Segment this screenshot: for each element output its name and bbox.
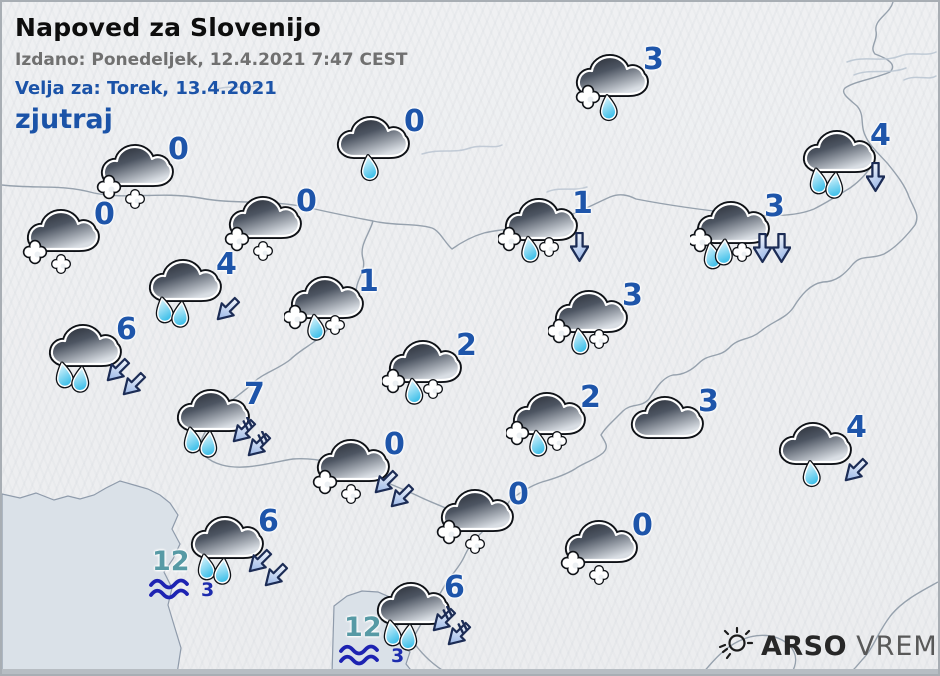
- weather-station: 3: [624, 384, 774, 482]
- temperature-label: 0: [296, 184, 317, 219]
- logo-product: VREME: [856, 630, 938, 662]
- weather-station: 4: [772, 410, 922, 508]
- weather-station: 4: [796, 118, 938, 216]
- temperature-label: 0: [384, 427, 405, 462]
- temperature-label: 4: [870, 118, 891, 153]
- wind-arrow-southwest-strong-icon: [443, 620, 473, 650]
- sea-adriatic: [2, 480, 182, 674]
- weather-station: 0: [330, 104, 480, 202]
- weather-station: 2: [506, 380, 656, 478]
- wind-arrow-southwest-icon: [386, 482, 416, 512]
- weather-station: 6: [42, 312, 192, 410]
- temperature-label: 3: [622, 278, 643, 313]
- temperature-label: 0: [404, 104, 425, 139]
- temperature-label: 3: [643, 42, 664, 77]
- issued-timestamp: Izdano: Ponedeljek, 12.4.2021 7:47 CEST: [15, 50, 408, 71]
- weather-station: 7: [170, 377, 320, 475]
- temperature-label: 6: [116, 312, 137, 347]
- temperature-label: 1: [572, 186, 593, 221]
- wave-annotation: 3: [148, 576, 214, 602]
- temperature-label: 3: [764, 189, 785, 224]
- weather-station: 1: [284, 264, 434, 362]
- wind-arrow-southwest-icon: [118, 370, 148, 400]
- temperature-label: 2: [580, 380, 601, 415]
- temperature-label: 0: [94, 197, 115, 232]
- temperature-label: 7: [244, 377, 265, 412]
- weather-station: 0: [94, 132, 244, 230]
- forecast-header: Napoved za Slovenijo Izdano: Ponedeljek,…: [15, 12, 407, 137]
- temperature-label: 4: [846, 410, 867, 445]
- wind-arrow-down-icon: [753, 233, 772, 264]
- wave-annotation: 3: [338, 642, 404, 668]
- page-title: Napoved za Slovenijo: [15, 13, 321, 42]
- temperature-label: 4: [216, 247, 237, 282]
- frame-bottom-edge: [2, 669, 938, 674]
- arso-vreme-logo: ARSO VREME: [714, 626, 938, 666]
- wind-arrow-southwest-strong-icon: [243, 431, 273, 461]
- border-croatia-coast-left: [701, 634, 797, 674]
- weather-station: 0: [310, 427, 460, 525]
- weather-station: 0: [434, 477, 584, 575]
- wind-arrow-down-icon: [866, 162, 885, 193]
- wind-arrow-down-icon: [772, 233, 791, 264]
- weather-station: 0: [20, 197, 170, 295]
- weather-station: 6: [184, 504, 334, 602]
- weather-station: 3: [690, 189, 840, 287]
- forecast-period: zjutraj: [15, 104, 113, 135]
- weather-station: 0: [558, 508, 708, 606]
- sun-icon: [718, 626, 754, 660]
- logo-agency: ARSO: [761, 630, 848, 662]
- wind-arrow-southwest-icon: [260, 561, 290, 591]
- waves-icon: [339, 644, 379, 666]
- weather-station: 6: [370, 570, 520, 668]
- wind-arrow-southwest-icon: [212, 295, 242, 325]
- weather-station: 1: [498, 186, 648, 284]
- valid-date: Velja za: Torek, 13.4.2021: [15, 77, 277, 99]
- wave-height-label: 3: [201, 579, 215, 601]
- temperature-label: 1: [358, 264, 379, 299]
- wind-arrow-southwest-icon: [840, 456, 870, 486]
- temperature-label: 2: [456, 328, 477, 363]
- weather-station: 2: [382, 328, 532, 426]
- temperature-label: 0: [632, 508, 653, 543]
- temperature-label: 6: [444, 570, 465, 605]
- temperature-label: 3: [698, 384, 719, 419]
- waves-icon: [149, 578, 189, 600]
- weather-station: 3: [569, 42, 719, 140]
- border-northeast: [842, 2, 918, 226]
- wave-height-label: 3: [391, 645, 405, 667]
- temperature-label: 0: [168, 132, 189, 167]
- temperature-label: 6: [258, 504, 279, 539]
- temperature-label: 0: [508, 477, 529, 512]
- wind-arrow-down-icon: [570, 232, 589, 263]
- sea-temperature-label: 12: [152, 546, 190, 577]
- weather-station: 4: [142, 247, 292, 345]
- border-north: [2, 162, 874, 250]
- weather-station: 0: [222, 184, 372, 282]
- sea-temperature-label: 12: [344, 612, 382, 643]
- weather-station: 3: [548, 278, 698, 376]
